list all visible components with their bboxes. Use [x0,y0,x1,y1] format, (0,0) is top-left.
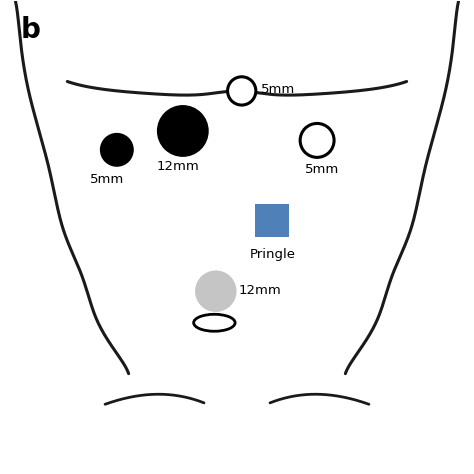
Text: 5mm: 5mm [305,163,339,176]
Circle shape [228,77,256,105]
Circle shape [157,105,209,157]
Text: Pringle: Pringle [249,248,295,261]
Circle shape [100,133,134,167]
Bar [255,203,289,237]
Text: 12mm: 12mm [157,160,200,173]
Circle shape [195,271,237,312]
Text: 5mm: 5mm [261,83,295,97]
Text: 12mm: 12mm [238,284,281,297]
Circle shape [300,123,334,157]
Text: b: b [20,16,40,44]
Ellipse shape [194,314,235,331]
Text: 5mm: 5mm [90,173,125,185]
